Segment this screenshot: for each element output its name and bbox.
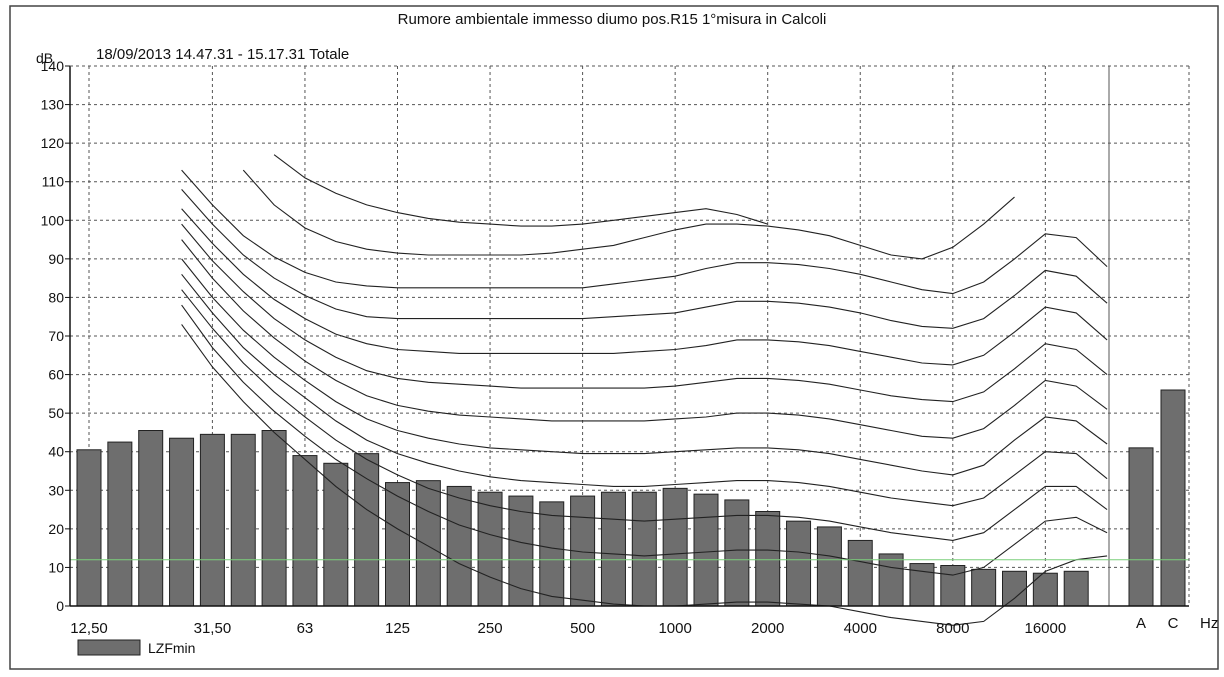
bar bbox=[292, 455, 318, 607]
bar bbox=[508, 495, 534, 607]
bar bbox=[600, 491, 626, 607]
bar bbox=[631, 491, 657, 607]
x-tick-label: 250 bbox=[478, 620, 503, 637]
chart-subtitle: 18/09/2013 14.47.31 - 15.17.31 Totale bbox=[96, 46, 349, 63]
y-tick-label: 40 bbox=[48, 444, 64, 460]
bar bbox=[539, 501, 565, 607]
bar bbox=[107, 441, 133, 607]
iso-curve bbox=[181, 223, 1108, 403]
y-tick-label: 140 bbox=[41, 58, 65, 74]
bar bbox=[415, 480, 441, 607]
y-tick-label: 20 bbox=[48, 521, 64, 537]
bar bbox=[169, 437, 195, 607]
chart-title: Rumore ambientale immesso diumo pos.R15 … bbox=[398, 11, 827, 28]
iso-curves bbox=[181, 154, 1108, 626]
bar bbox=[199, 433, 225, 607]
y-tick-label: 30 bbox=[48, 482, 64, 498]
y-tick-label: 70 bbox=[48, 328, 64, 344]
x-tick-label: 31,50 bbox=[194, 620, 232, 637]
x-tick-label: 8000 bbox=[936, 620, 969, 637]
bar-series-lzfmin bbox=[76, 389, 1186, 607]
tick-labels: 0 10 20 30 40 50 60 70 80 90 100 110 120 130 140 12,50 3… bbox=[41, 58, 1179, 637]
y-tick-label: 90 bbox=[48, 251, 64, 267]
bar bbox=[693, 493, 719, 607]
outer-border bbox=[9, 5, 1219, 670]
weighted-tick-label: A bbox=[1136, 615, 1146, 632]
bar bbox=[446, 485, 472, 607]
bar bbox=[662, 487, 688, 607]
weighted-tick-label: C bbox=[1168, 615, 1179, 632]
bar bbox=[724, 499, 750, 607]
x-axis-unit-label: Hz bbox=[1200, 615, 1218, 632]
x-tick-label: 63 bbox=[297, 620, 314, 637]
x-tick-label: 125 bbox=[385, 620, 410, 637]
iso-curve bbox=[181, 258, 1108, 476]
y-tick-label: 50 bbox=[48, 405, 64, 421]
y-axis-unit-label: dB bbox=[36, 50, 53, 66]
y-tick-label: 10 bbox=[48, 559, 64, 575]
x-tick-label: 4000 bbox=[844, 620, 877, 637]
bar bbox=[76, 449, 102, 607]
iso-curve bbox=[181, 289, 1108, 541]
y-tick-label: 0 bbox=[56, 598, 64, 614]
iso-curve bbox=[181, 189, 1108, 329]
bar bbox=[786, 520, 812, 607]
bar bbox=[230, 433, 256, 607]
bar bbox=[385, 482, 410, 607]
bar bbox=[971, 568, 997, 607]
legend-swatch bbox=[77, 639, 141, 656]
iso-curve bbox=[273, 154, 768, 227]
x-tick-label: 2000 bbox=[751, 620, 784, 637]
bar bbox=[847, 539, 873, 607]
x-tick-label: 500 bbox=[570, 620, 595, 637]
x-tick-label: 16000 bbox=[1024, 620, 1066, 637]
weighted-bar bbox=[1160, 389, 1186, 607]
weighted-bar bbox=[1128, 447, 1154, 607]
iso-curve bbox=[181, 273, 1108, 507]
bar bbox=[323, 462, 349, 607]
y-tick-label: 110 bbox=[42, 174, 65, 190]
y-tick-label: 60 bbox=[48, 367, 64, 383]
bar bbox=[477, 491, 503, 607]
bar bbox=[261, 430, 287, 607]
bar bbox=[878, 553, 904, 607]
axes bbox=[65, 65, 1190, 607]
bar bbox=[138, 430, 164, 607]
x-tick-label: 12,50 bbox=[70, 620, 108, 637]
iso-curve bbox=[181, 239, 1108, 439]
y-tick-label: 120 bbox=[41, 135, 65, 151]
y-tick-label: 80 bbox=[48, 289, 64, 305]
legend: LZFmin bbox=[77, 639, 195, 656]
bar bbox=[940, 565, 966, 607]
legend-label: LZFmin bbox=[148, 640, 195, 656]
x-tick-label: 1000 bbox=[658, 620, 691, 637]
iso-curve bbox=[181, 304, 1108, 576]
bar bbox=[1002, 570, 1027, 607]
iso-curve bbox=[181, 208, 1108, 366]
bar bbox=[816, 526, 842, 607]
bar bbox=[354, 453, 380, 607]
iso-curve bbox=[242, 169, 1015, 260]
bar bbox=[1063, 570, 1089, 607]
y-tick-label: 130 bbox=[41, 97, 65, 113]
bar bbox=[755, 511, 781, 607]
y-tick-label: 100 bbox=[41, 212, 65, 228]
iso-curve bbox=[181, 169, 1108, 295]
